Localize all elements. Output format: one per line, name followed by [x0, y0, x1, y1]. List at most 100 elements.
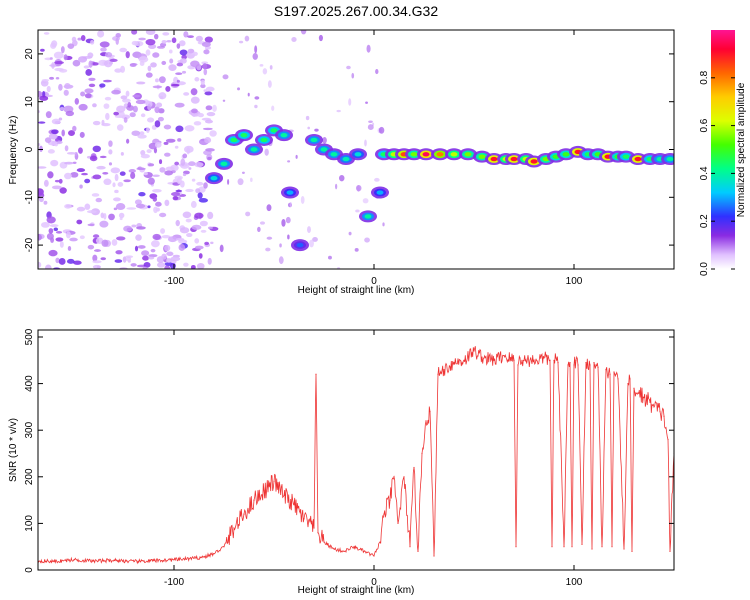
heatmap-noise-blob [112, 182, 116, 188]
heatmap-noise-blob [176, 79, 180, 83]
snr-point [333, 548, 335, 550]
heatmap-noise-blob [131, 30, 138, 35]
heatmap-noise-blob [200, 229, 207, 233]
heatmap-noise-blob [135, 234, 142, 241]
heatmap-noise-blob [364, 237, 370, 243]
y-tick-label: 200 [24, 468, 35, 485]
heatmap-noise-blob [165, 166, 175, 171]
heatmap-noise-blob [59, 241, 64, 248]
heatmap-noise-blob [177, 138, 182, 142]
heatmap-noise-blob [84, 203, 91, 210]
y-tick-label: 300 [24, 421, 35, 438]
snr-point [133, 561, 135, 563]
heatmap-noise-blob [262, 68, 268, 75]
snr-point [513, 359, 515, 361]
heatmap-noise-blob [148, 256, 155, 260]
heatmap-noise-blob [67, 130, 75, 136]
heatmap-noise-blob [45, 111, 52, 119]
heatmap-noise-blob [103, 178, 112, 186]
heatmap-noise-blob [38, 121, 46, 124]
heatmap-noise-blob [205, 119, 213, 124]
heatmap-noise-blob [364, 139, 367, 147]
heatmap-noise-blob [354, 247, 359, 252]
snr-point [213, 553, 215, 555]
heatmap-noise-blob [147, 163, 155, 167]
colorbar-tick-label: 0.2 [699, 214, 710, 228]
heatmap-noise-blob [104, 52, 113, 58]
heatmap-noise-blob [145, 49, 151, 56]
heatmap-noise-blob [196, 262, 205, 269]
heatmap-noise-blob [190, 96, 200, 104]
heatmap-noise-blob [267, 80, 272, 88]
heatmap-noise-blob [169, 58, 174, 64]
heatmap-noise-blob [116, 124, 124, 131]
snr-point [93, 560, 95, 562]
heatmap-noise-blob [197, 113, 204, 118]
heatmap-noise-blob [335, 183, 338, 190]
heatmap-noise-blob [339, 174, 345, 182]
heatmap-noise-blob [145, 127, 150, 134]
heatmap-noise-blob [209, 130, 217, 137]
snr-point [573, 364, 575, 366]
ridge-core [270, 128, 278, 133]
heatmap-noise-blob [105, 112, 110, 121]
heatmap-noise-blob [109, 58, 118, 62]
heatmap-noise-blob [237, 178, 244, 186]
heatmap-noise-blob [92, 254, 98, 262]
ridge-core [410, 152, 418, 157]
heatmap-noise-blob [175, 189, 183, 193]
heatmap-noise-blob [113, 197, 121, 202]
heatmap-noise-blob [92, 174, 102, 180]
heatmap-noise-blob [378, 126, 385, 134]
ridge-core [330, 152, 338, 157]
heatmap-noise-blob [113, 111, 119, 116]
heatmap-noise-blob [117, 182, 124, 187]
snr-point [515, 546, 517, 548]
heatmap-noise-blob [152, 196, 158, 202]
x-tick-label: -100 [164, 276, 184, 287]
heatmap-noise-blob [59, 187, 67, 194]
snr-point [373, 555, 375, 557]
heatmap-noise-blob [127, 101, 132, 108]
heatmap-noise-blob [138, 37, 146, 41]
heatmap-noise-blob [130, 172, 136, 179]
heatmap-noise-blob [155, 78, 159, 83]
heatmap-noise-blob [164, 244, 171, 252]
heatmap-noise-blob [79, 235, 85, 240]
heatmap-noise-blob [198, 253, 203, 259]
heatmap-noise-blob [184, 145, 194, 153]
x-tick-label: 100 [566, 577, 583, 588]
snr-point [633, 387, 635, 389]
heatmap-noise-blob [145, 72, 153, 78]
ridge-core [342, 156, 350, 162]
x-tick-label: 0 [371, 276, 377, 287]
heatmap-noise-blob [159, 167, 166, 173]
heatmap-noise-blob [89, 155, 98, 162]
snr-point [611, 546, 613, 548]
heatmap-noise-blob [92, 120, 101, 126]
heatmap-noise-blob [129, 63, 137, 68]
heatmap-noise-blob [161, 235, 171, 239]
heatmap-noise-blob [55, 237, 64, 242]
heatmap-noise-blob [199, 220, 208, 227]
heatmap-noise-blob [66, 258, 75, 264]
heatmap-noise-blob [187, 48, 195, 54]
snr-series-line [38, 346, 674, 565]
snr-point [523, 359, 525, 361]
heatmap-noise-blob [291, 37, 297, 43]
snr-point [443, 369, 445, 371]
snr-point [389, 499, 391, 501]
heatmap-noise-blob [92, 234, 100, 238]
heatmap-noise-blob [96, 165, 106, 170]
heatmap-noise-blob [48, 133, 58, 140]
snr-point [73, 559, 75, 561]
heatmap-noise-blob [67, 246, 72, 251]
heatmap-noise-blob [203, 89, 207, 93]
ridge-core [320, 147, 328, 152]
heatmap-noise-blob [108, 162, 113, 166]
heatmap-noise-blob [155, 201, 162, 207]
heatmap-noise-blob [63, 54, 68, 61]
heatmap-noise-blob [54, 67, 64, 72]
snr-point [577, 364, 579, 366]
